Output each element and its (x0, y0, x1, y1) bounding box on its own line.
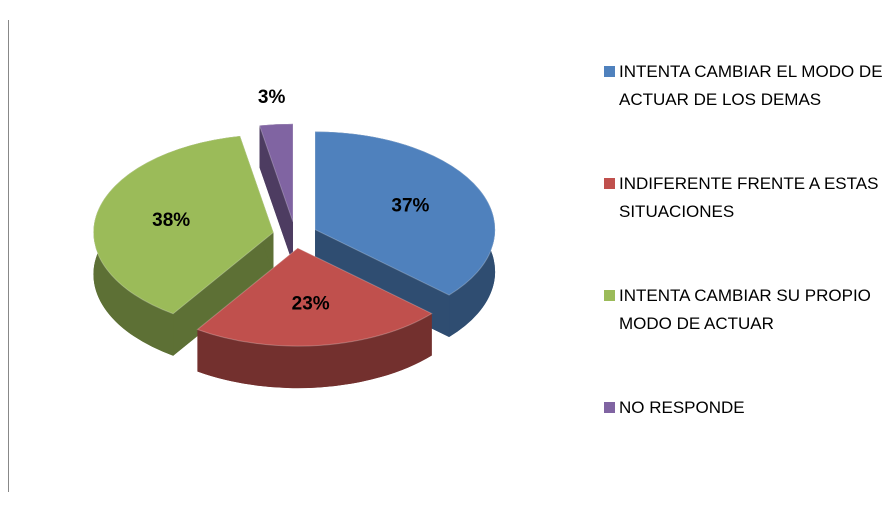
data-label: 3% (258, 87, 286, 108)
legend-entry: INTENTA CAMBIAR EL MODO DE ACTUAR DE LOS… (604, 58, 884, 114)
slice-top (92, 135, 275, 315)
legend-swatch (604, 402, 615, 413)
data-label: 38% (152, 210, 190, 231)
data-label: 23% (292, 294, 330, 315)
legend-swatch (604, 178, 615, 189)
legend-label: INTENTA CAMBIAR EL MODO DE ACTUAR DE LOS… (619, 62, 883, 109)
legend-label: INDIFERENTE FRENTE A ESTAS SITUACIONES (619, 174, 879, 221)
data-label: 37% (391, 195, 429, 216)
legend-swatch (604, 66, 615, 77)
pie-slice (196, 247, 433, 389)
legend-label: NO RESPONDE (619, 398, 745, 417)
pie-slice (258, 123, 294, 264)
pie-slice (92, 135, 275, 356)
slice-top (314, 131, 496, 296)
legend-entry: INDIFERENTE FRENTE A ESTAS SITUACIONES (604, 170, 884, 226)
slice-top (196, 247, 433, 347)
legend-label: INTENTA CAMBIAR SU PROPIO MODO DE ACTUAR (619, 286, 871, 333)
legend-swatch (604, 290, 615, 301)
pie-slice (314, 131, 496, 338)
legend-entry: NO RESPONDE (604, 394, 884, 422)
slice-side (197, 313, 432, 389)
legend-entry: INTENTA CAMBIAR SU PROPIO MODO DE ACTUAR (604, 282, 884, 338)
slice-wall (173, 232, 274, 356)
slice-top (258, 123, 294, 223)
